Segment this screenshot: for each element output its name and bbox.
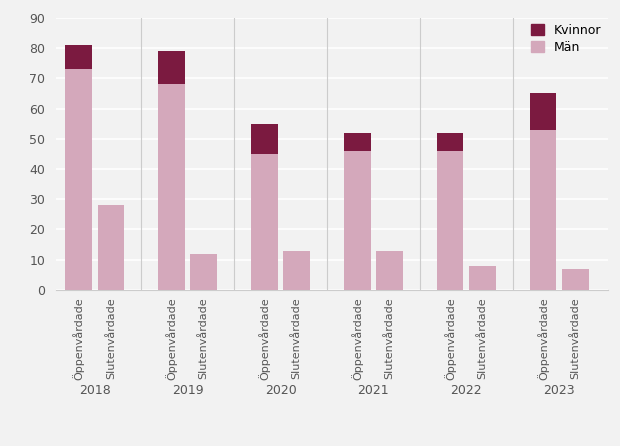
Text: 2019: 2019	[172, 384, 203, 397]
Bar	[65, 69, 92, 290]
Bar	[251, 124, 278, 154]
Bar	[530, 93, 556, 130]
Bar	[97, 205, 124, 290]
Bar	[344, 151, 371, 290]
Bar	[437, 133, 464, 151]
Bar	[562, 269, 588, 290]
Bar	[65, 45, 92, 69]
Text: 2023: 2023	[544, 384, 575, 397]
Bar	[344, 133, 371, 151]
Bar	[251, 154, 278, 290]
Bar	[158, 84, 185, 290]
Legend: Kvinnor, Män: Kvinnor, Män	[531, 24, 601, 54]
Bar	[469, 266, 496, 290]
Bar	[283, 251, 310, 290]
Text: 2018: 2018	[79, 384, 110, 397]
Text: 2020: 2020	[265, 384, 296, 397]
Bar	[190, 254, 217, 290]
Text: 2022: 2022	[451, 384, 482, 397]
Bar	[530, 130, 556, 290]
Bar	[437, 151, 464, 290]
Text: 2021: 2021	[358, 384, 389, 397]
Bar	[376, 251, 403, 290]
Bar	[158, 51, 185, 84]
